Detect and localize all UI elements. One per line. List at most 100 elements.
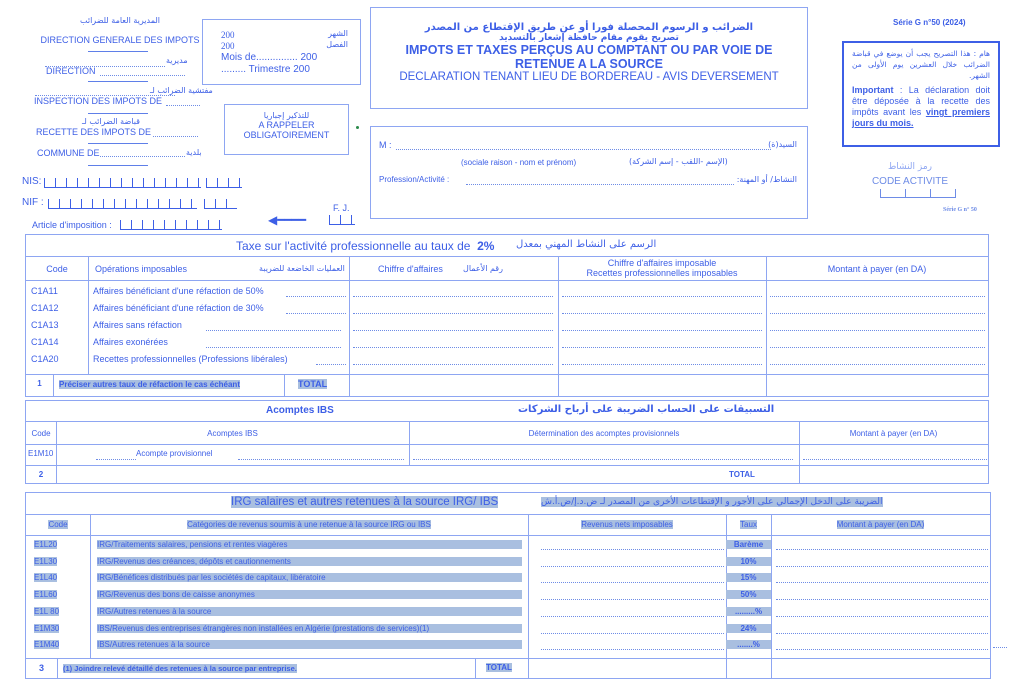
reminder-line1: A RAPPELER bbox=[258, 120, 315, 130]
ca-imposable-field[interactable] bbox=[562, 347, 762, 348]
montant-field[interactable] bbox=[776, 615, 988, 617]
commune-field[interactable] bbox=[100, 156, 185, 157]
revenus-field[interactable] bbox=[541, 565, 724, 567]
revenus-field[interactable] bbox=[541, 632, 724, 634]
article-field[interactable] bbox=[120, 220, 222, 230]
direction-field[interactable] bbox=[100, 75, 185, 76]
irg-total-label: TOTAL bbox=[486, 663, 512, 672]
revenus-field[interactable] bbox=[541, 549, 724, 550]
ibs-label: Acompte provisionnel bbox=[136, 449, 213, 458]
tap-rate: 2% bbox=[477, 239, 495, 253]
ca-field[interactable] bbox=[353, 364, 553, 365]
nif-field[interactable] bbox=[48, 199, 197, 209]
tap-title-ar: الرسم على النشاط المهني بمعدل bbox=[516, 239, 657, 250]
nif-key-field[interactable] bbox=[204, 199, 237, 209]
row-code: E1L20 bbox=[34, 540, 58, 549]
trimestre-field[interactable]: ......... Trimestre 200 bbox=[221, 64, 310, 75]
inspection-field[interactable] bbox=[166, 105, 200, 106]
nis-key-field[interactable] bbox=[206, 178, 242, 188]
taux-value: 15% bbox=[726, 573, 771, 583]
name-field[interactable] bbox=[396, 149, 771, 150]
dgi-label: DIRECTION GENERALE DES IMPOTS bbox=[40, 35, 200, 45]
row-code: E1L60 bbox=[34, 590, 58, 600]
row-label: Affaires bénéficiant d'une réfaction de … bbox=[93, 286, 264, 296]
col-montant: Montant à payer (en DA) bbox=[836, 520, 925, 529]
revenus-field[interactable] bbox=[541, 615, 724, 617]
direction-ar: مديرية bbox=[166, 56, 188, 65]
montant-field[interactable] bbox=[770, 364, 985, 365]
month-year[interactable]: 200 bbox=[221, 30, 235, 40]
ca-field[interactable] bbox=[353, 296, 553, 297]
row-code: C1A11 bbox=[31, 286, 58, 296]
montant-field[interactable] bbox=[776, 649, 988, 651]
ibs-title-ar: التسبيقات على الحساب الضريبة على أرباح ا… bbox=[518, 404, 775, 415]
ca-imposable-field[interactable] bbox=[562, 313, 762, 314]
ca-imposable-field[interactable] bbox=[562, 296, 762, 297]
tap-table: Taxe sur l'activité professionnelle au t… bbox=[25, 234, 989, 397]
row-label-text: IRG/Revenus des créances, dépôts et caut… bbox=[97, 556, 291, 566]
inspection-ar-field[interactable] bbox=[35, 95, 175, 96]
montant-field[interactable] bbox=[770, 296, 985, 297]
montant-field[interactable] bbox=[770, 330, 985, 331]
name-hint-ar: (الإسم -اللقب - إسم الشركة) bbox=[629, 157, 728, 166]
m-ar: السيد(ة) bbox=[768, 140, 797, 149]
recette-field[interactable] bbox=[153, 136, 198, 137]
row-label-text: IRG/Bénéfices distribués par les société… bbox=[97, 573, 326, 583]
montant-field[interactable] bbox=[776, 632, 988, 634]
row-code: E1L30 bbox=[34, 556, 58, 566]
col-ops-ar: العمليات الخاضعة للضريبة bbox=[259, 264, 345, 273]
montant-field[interactable] bbox=[776, 549, 988, 550]
mois-field[interactable]: Mois de............... 200 bbox=[221, 52, 318, 63]
profession-ar: النشاط/ أو المهنة: bbox=[736, 175, 797, 184]
title-box: الضرائب و الرسوم المحصلة فورا أو عن طريق… bbox=[370, 7, 808, 109]
revenus-field[interactable] bbox=[541, 582, 724, 584]
profession-field[interactable] bbox=[466, 184, 734, 185]
ca-imposable-field[interactable] bbox=[562, 330, 762, 331]
page-subtitle: DECLARATION TENANT LIEU DE BORDEREAU - A… bbox=[399, 71, 779, 83]
row-label-text: IRG/Revenus des bons de caisse anonymes bbox=[97, 590, 255, 600]
montant-field[interactable] bbox=[776, 599, 988, 601]
divider bbox=[88, 143, 148, 144]
nis-field[interactable] bbox=[44, 178, 201, 188]
ca-field[interactable] bbox=[353, 313, 553, 314]
col-montant: Montant à payer (en DA) bbox=[827, 264, 927, 274]
revenus-field[interactable] bbox=[541, 599, 724, 601]
ibs-montant-field[interactable] bbox=[803, 459, 987, 460]
fj-field[interactable] bbox=[329, 215, 355, 225]
quarter-year[interactable]: 200 bbox=[221, 41, 235, 51]
col-ca-imposable: Chiffre d'affaires imposable Recettes pro… bbox=[586, 258, 738, 278]
m-label: M : bbox=[379, 140, 392, 150]
montant-field[interactable] bbox=[770, 347, 985, 348]
month-ar: الشهر bbox=[328, 29, 348, 38]
code-activite-field[interactable] bbox=[880, 189, 956, 198]
montant-field[interactable] bbox=[776, 582, 988, 584]
row-label-dots bbox=[286, 296, 346, 297]
col-ca-ar: رقم الأعمال bbox=[463, 264, 503, 273]
ibs-determination-field[interactable] bbox=[413, 459, 793, 460]
revenus-field[interactable] bbox=[541, 649, 724, 651]
row-label: IRG/Autres retenues à la source bbox=[97, 606, 522, 616]
col-ca: Chiffre d'affaires bbox=[378, 264, 443, 274]
row-label: IBS/Revenus des entreprises étrangères n… bbox=[97, 623, 522, 633]
name-hint: (sociale raison - nom et prénom) bbox=[461, 158, 577, 167]
ca-imposable-field[interactable] bbox=[562, 364, 762, 365]
dgi-ar: المديرية العامة للضرائب bbox=[80, 16, 160, 25]
divider bbox=[88, 81, 148, 82]
ca-field[interactable] bbox=[353, 330, 553, 331]
direction-ar-field[interactable] bbox=[45, 66, 165, 67]
montant-field[interactable] bbox=[776, 565, 988, 567]
arrow-left-icon: ◀━━━━ bbox=[268, 213, 307, 227]
reminder-line2: OBLIGATOIREMENT bbox=[243, 130, 330, 140]
row-code: E1M40 bbox=[34, 640, 60, 650]
reminder-box: للتذكير إجباريا A RAPPELER OBLIGATOIREME… bbox=[224, 104, 349, 155]
montant-field[interactable] bbox=[770, 313, 985, 314]
irg-table: IRG salaires et autres retenues à la sou… bbox=[25, 492, 991, 679]
row-label-text: IBS/Autres retenues à la source bbox=[97, 640, 210, 650]
row-label-text: IRG/Traitements salaires, pensions et re… bbox=[97, 540, 288, 549]
page-title: IMPOTS ET TAXES PERÇUS AU COMPTANT OU PA… bbox=[405, 43, 773, 57]
ca-field[interactable] bbox=[353, 347, 553, 348]
ibs-table: Acomptes IBS التسبيقات على الحساب الضريب… bbox=[25, 400, 989, 484]
divider bbox=[88, 113, 148, 114]
important-text: : La déclaration doit être déposée à la … bbox=[852, 85, 990, 117]
row-label: IRG/Revenus des bons de caisse anonymes bbox=[97, 590, 522, 600]
